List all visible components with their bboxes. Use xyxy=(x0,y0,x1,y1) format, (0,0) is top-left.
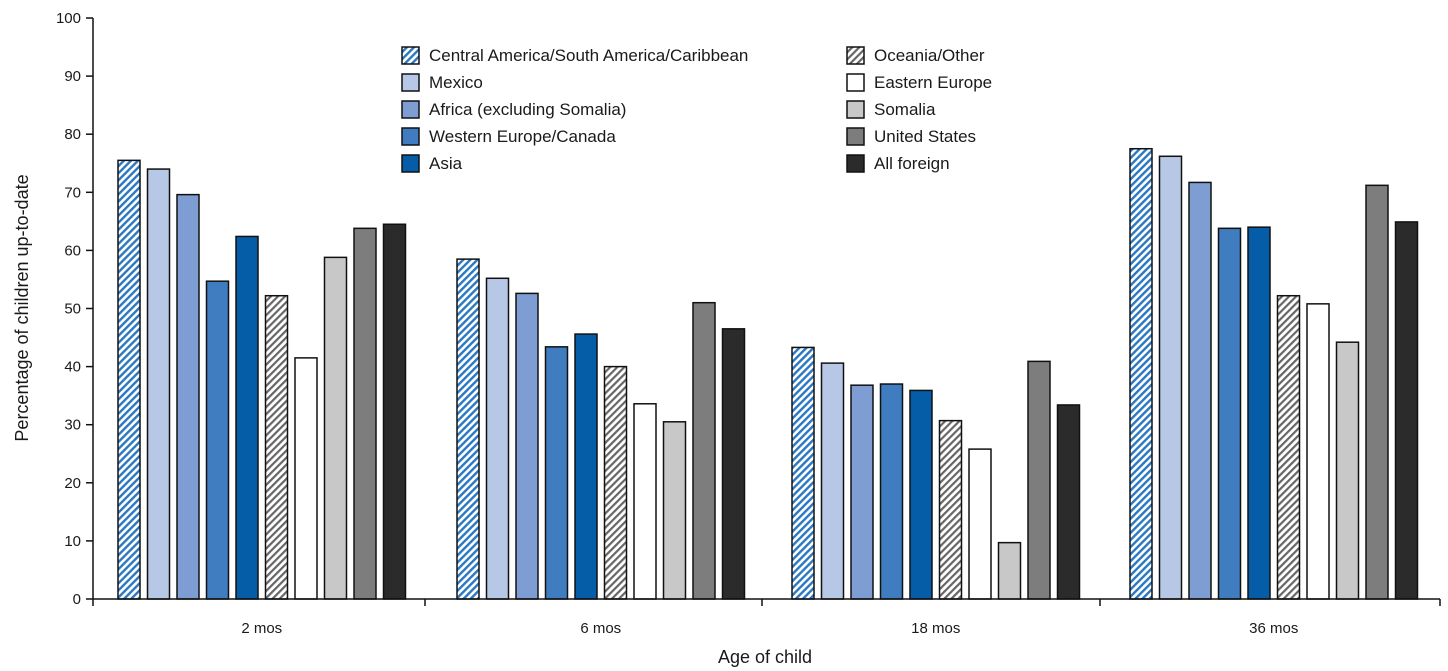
bar-eastern-europe-6-mos xyxy=(633,403,657,600)
legend-label-all-foreign: All foreign xyxy=(874,154,950,173)
plot-area: 0 10 20 30 40 50 60 70 80 90 100 2 mos 6 mos 18 mos 36… xyxy=(56,10,1441,637)
legend-label-eastern-europe: Eastern Europe xyxy=(874,73,992,92)
legend-swatch-eastern-europe xyxy=(846,73,865,92)
bar-central-america-south-america-caribbean-2-mos xyxy=(117,159,141,600)
bar-oceania-other-36-mos xyxy=(1276,294,1301,600)
legend-swatch-somalia xyxy=(846,100,865,119)
legend-label-oceania-other: Oceania/Other xyxy=(874,46,985,65)
y-tick-label: 20 xyxy=(64,475,81,492)
bar-central-america-south-america-caribbean-6-mos xyxy=(456,258,480,600)
bar-united-states-6-mos xyxy=(692,301,716,600)
bar-somalia-36-mos xyxy=(1335,341,1360,600)
bar-western-europe-canada-18-mos xyxy=(879,383,904,600)
bar-all-foreign-2-mos xyxy=(382,223,407,600)
bar-western-europe-canada-6-mos xyxy=(544,346,569,600)
bar-oceania-other-2-mos xyxy=(264,294,289,600)
bar-asia-36-mos xyxy=(1247,226,1271,600)
bar-oceania-other-18-mos xyxy=(938,419,963,600)
bar-somalia-2-mos xyxy=(323,256,348,600)
legend-label-central-america-south-america-caribbean: Central America/South America/Caribbean xyxy=(429,46,748,65)
legend-label-united-states: United States xyxy=(874,127,976,146)
legend-swatch-africa-excluding-somalia xyxy=(401,100,420,119)
legend-label-mexico: Mexico xyxy=(429,73,483,92)
x-tick-label: 2 mos xyxy=(241,620,282,637)
bar-eastern-europe-18-mos xyxy=(968,448,992,600)
legend-label-somalia: Somalia xyxy=(874,100,936,119)
y-tick-label: 80 xyxy=(64,126,81,143)
y-tick-label: 40 xyxy=(64,359,81,376)
legend-swatch-oceania-other xyxy=(846,46,865,65)
bar-central-america-south-america-caribbean-36-mos xyxy=(1129,147,1153,600)
y-tick-label: 90 xyxy=(64,68,81,85)
legend-swatch-united-states xyxy=(846,127,865,146)
bar-asia-18-mos xyxy=(909,389,933,600)
bar-africa-excluding-somalia-2-mos xyxy=(176,193,200,600)
bar-mexico-36-mos xyxy=(1158,155,1183,600)
legend-label-western-europe-canada: Western Europe/Canada xyxy=(429,127,616,146)
bar-eastern-europe-2-mos xyxy=(294,357,318,600)
y-axis-title: Percentage of children up-to-date xyxy=(12,174,32,441)
bar-africa-excluding-somalia-36-mos xyxy=(1188,181,1212,600)
bar-eastern-europe-36-mos xyxy=(1306,303,1330,600)
bar-united-states-36-mos xyxy=(1365,184,1389,600)
legend-label-asia: Asia xyxy=(429,154,463,173)
bar-asia-2-mos xyxy=(235,235,259,600)
bar-asia-6-mos xyxy=(574,333,598,600)
y-tick-label: 0 xyxy=(73,591,81,608)
legend-swatch-mexico xyxy=(401,73,420,92)
bar-united-states-2-mos xyxy=(353,227,377,600)
bar-western-europe-canada-36-mos xyxy=(1217,227,1242,600)
bar-africa-excluding-somalia-6-mos xyxy=(515,292,539,600)
bar-mexico-18-mos xyxy=(820,362,845,600)
y-tick-label: 50 xyxy=(64,301,81,318)
legend-swatch-all-foreign xyxy=(846,154,865,173)
y-tick-label: 100 xyxy=(56,10,81,27)
x-tick-label: 6 mos xyxy=(580,620,621,637)
y-tick-label: 30 xyxy=(64,417,81,434)
legend-label-africa-excluding-somalia: Africa (excluding Somalia) xyxy=(429,100,626,119)
bar-all-foreign-36-mos xyxy=(1394,221,1419,600)
y-tick-label: 10 xyxy=(64,533,81,550)
bar-africa-excluding-somalia-18-mos xyxy=(850,384,874,600)
x-tick-label: 18 mos xyxy=(911,620,960,637)
bar-united-states-18-mos xyxy=(1027,360,1051,600)
y-tick-label: 70 xyxy=(64,184,81,201)
legend-swatch-asia xyxy=(401,154,420,173)
bar-all-foreign-6-mos xyxy=(721,328,746,600)
bar-mexico-2-mos xyxy=(146,168,171,600)
x-tick-label: 36 mos xyxy=(1249,620,1298,637)
bar-mexico-6-mos xyxy=(485,277,510,600)
legend-swatch-central-america-south-america-caribbean xyxy=(401,46,420,65)
legend-swatch-western-europe-canada xyxy=(401,127,420,146)
bar-all-foreign-18-mos xyxy=(1056,404,1081,600)
x-axis-title: Age of child xyxy=(718,647,812,667)
bar-central-america-south-america-caribbean-18-mos xyxy=(791,346,815,600)
bar-oceania-other-6-mos xyxy=(603,365,628,600)
bar-somalia-6-mos xyxy=(662,421,687,600)
bar-somalia-18-mos xyxy=(997,541,1022,600)
legend: Central America/South America/Caribbean M… xyxy=(401,46,992,173)
bar-western-europe-canada-2-mos xyxy=(205,280,230,600)
y-tick-label: 60 xyxy=(64,242,81,259)
